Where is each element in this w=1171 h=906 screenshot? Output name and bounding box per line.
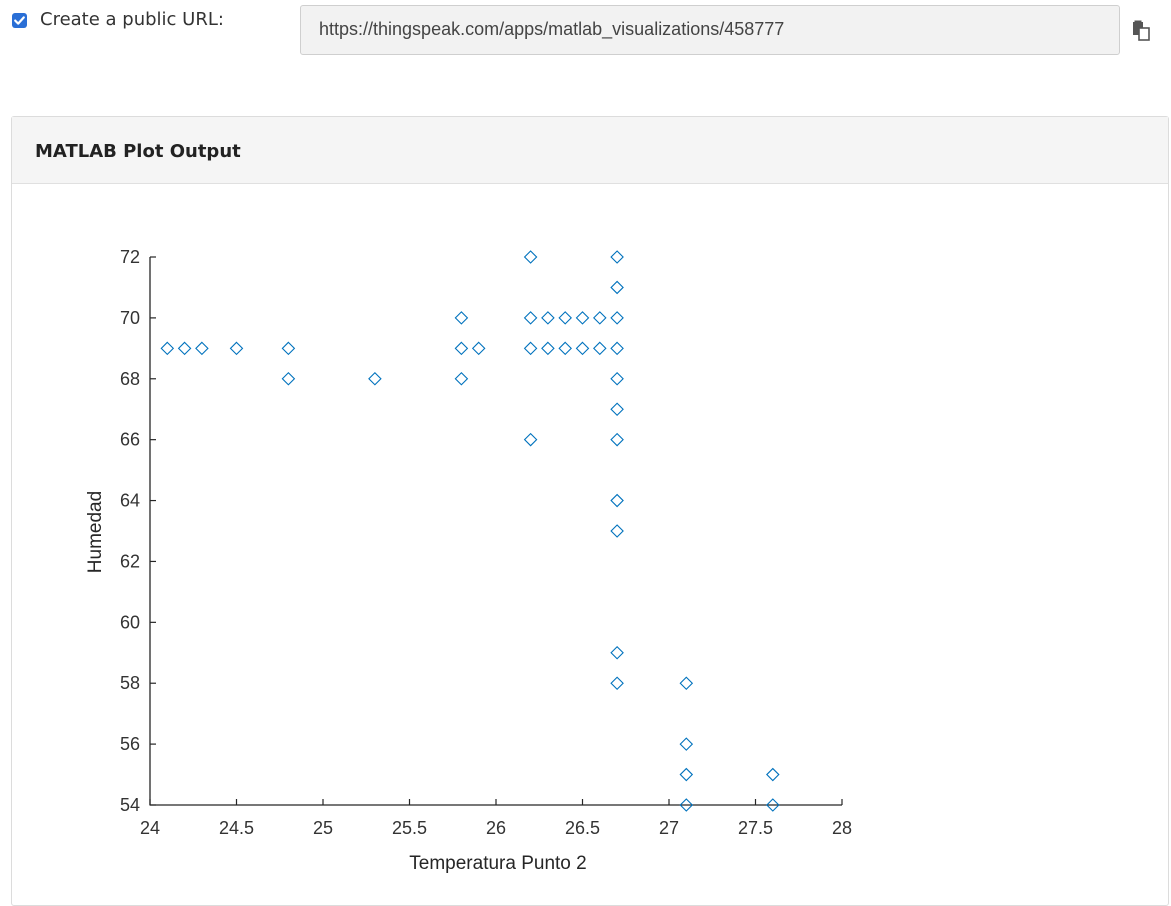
y-tick-label: 68 <box>120 369 140 389</box>
data-point <box>454 371 469 386</box>
chart-markers <box>160 250 780 812</box>
data-point <box>766 798 780 812</box>
panel-header: MATLAB Plot Output <box>12 117 1168 184</box>
data-point <box>575 341 590 356</box>
chart-axes <box>149 257 842 806</box>
public-url-value[interactable]: https://thingspeak.com/apps/matlab_visua… <box>319 19 785 39</box>
x-tick-label: 25 <box>313 818 333 838</box>
data-point <box>679 798 694 812</box>
y-tick-label: 66 <box>120 430 140 450</box>
copy-icon <box>1133 20 1150 41</box>
y-tick-label: 54 <box>120 795 140 815</box>
data-point <box>679 767 694 782</box>
x-tick-label: 27 <box>659 818 679 838</box>
x-tick-label: 28 <box>832 818 852 838</box>
chart-ticks: 24 24.5 25 25.5 26 26.5 27 27.5 28 54 56 58 60 62 64 66… <box>120 247 852 838</box>
data-point <box>679 737 694 751</box>
y-tick-label: 72 <box>120 247 140 267</box>
data-point <box>610 645 624 660</box>
data-point <box>610 341 624 356</box>
data-point <box>281 341 296 356</box>
data-point <box>610 676 624 691</box>
data-point <box>281 371 296 386</box>
x-tick-label: 25.5 <box>392 818 427 838</box>
data-point <box>523 250 538 264</box>
x-tick-label: 27.5 <box>738 818 773 838</box>
data-point <box>575 311 590 325</box>
data-point <box>610 524 624 538</box>
data-point <box>454 311 469 325</box>
data-point <box>541 311 555 325</box>
data-point <box>523 432 538 447</box>
data-point <box>610 371 624 386</box>
panel-title: MATLAB Plot Output <box>35 141 241 162</box>
x-axis-label: Temperatura Punto 2 <box>409 853 586 874</box>
y-axis-label: Humedad <box>85 491 106 573</box>
plot-panel: MATLAB Plot Output <box>11 116 1169 906</box>
data-point <box>610 311 624 325</box>
data-point <box>593 341 607 356</box>
data-point <box>610 402 624 417</box>
checkmark-icon <box>14 16 25 25</box>
data-point <box>610 250 624 264</box>
x-tick-label: 26.5 <box>565 818 600 838</box>
y-tick-label: 64 <box>120 491 140 511</box>
public-url-field[interactable]: https://thingspeak.com/apps/matlab_visua… <box>300 5 1120 55</box>
data-point <box>610 432 624 447</box>
data-point <box>593 311 607 325</box>
data-point <box>610 493 624 508</box>
y-tick-label: 60 <box>120 612 140 632</box>
data-point <box>679 676 694 691</box>
data-point <box>195 341 209 356</box>
y-tick-label: 70 <box>120 308 140 328</box>
x-tick-label: 24 <box>140 818 160 838</box>
x-tick-label: 24.5 <box>219 818 254 838</box>
data-point <box>471 341 486 356</box>
data-point <box>229 341 244 356</box>
data-point <box>523 341 538 356</box>
y-tick-label: 58 <box>120 673 140 693</box>
y-tick-label: 56 <box>120 734 140 754</box>
public-url-bar: Create a public URL: https://thingspeak.… <box>0 0 1171 70</box>
data-point <box>541 341 555 356</box>
data-point <box>160 341 175 356</box>
data-point <box>454 341 469 356</box>
public-url-label: Create a public URL: <box>40 9 224 30</box>
data-point <box>558 311 572 325</box>
data-point <box>766 767 780 782</box>
copy-url-button[interactable] <box>1130 19 1152 43</box>
y-tick-label: 62 <box>120 551 140 571</box>
data-point <box>523 311 538 325</box>
data-point <box>177 341 192 356</box>
public-url-checkbox[interactable] <box>12 13 27 28</box>
x-tick-label: 26 <box>486 818 506 838</box>
data-point <box>610 280 624 295</box>
data-point <box>368 371 382 386</box>
data-point <box>558 341 572 356</box>
